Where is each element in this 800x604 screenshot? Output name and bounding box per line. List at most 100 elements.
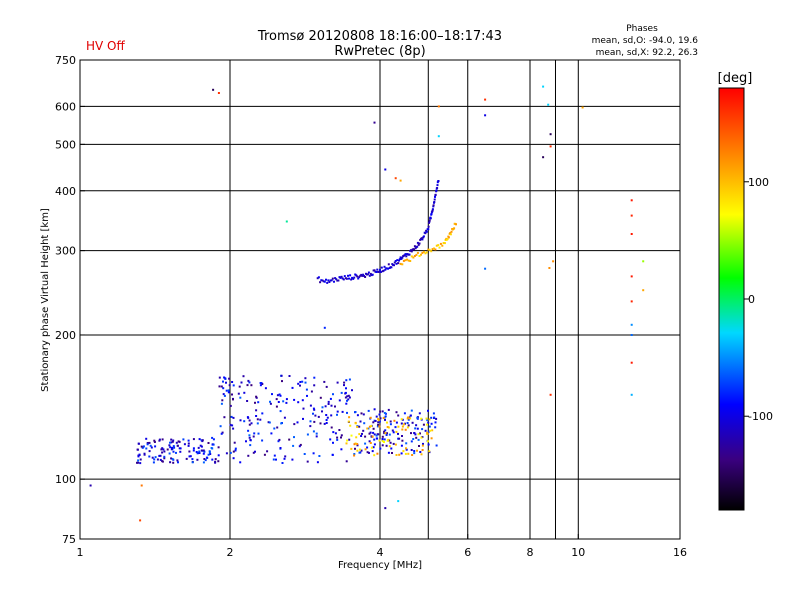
data-point bbox=[345, 442, 348, 445]
data-point bbox=[429, 429, 432, 432]
data-point bbox=[139, 462, 142, 465]
data-point bbox=[353, 276, 356, 279]
data-point bbox=[358, 451, 361, 454]
data-point bbox=[403, 254, 406, 257]
data-point bbox=[371, 273, 374, 276]
data-point bbox=[397, 262, 400, 265]
data-point bbox=[373, 443, 376, 446]
data-point bbox=[405, 448, 408, 451]
data-point bbox=[340, 436, 342, 439]
data-point bbox=[411, 421, 414, 424]
data-point bbox=[140, 445, 143, 448]
data-point bbox=[429, 217, 432, 220]
data-point bbox=[428, 450, 431, 453]
data-point bbox=[198, 438, 201, 441]
data-point bbox=[228, 384, 231, 387]
data-point bbox=[200, 439, 203, 442]
data-point bbox=[340, 391, 343, 394]
data-point bbox=[366, 273, 369, 276]
data-point bbox=[234, 447, 237, 450]
data-point bbox=[211, 447, 214, 450]
hv-status: HV Off bbox=[86, 39, 125, 53]
data-point bbox=[384, 418, 386, 421]
data-point bbox=[271, 393, 273, 396]
data-point bbox=[229, 423, 232, 426]
data-point bbox=[309, 404, 312, 407]
data-point bbox=[285, 398, 288, 401]
data-point bbox=[416, 251, 419, 254]
data-point bbox=[222, 380, 224, 383]
data-point bbox=[214, 461, 217, 464]
data-point bbox=[434, 426, 437, 429]
data-point bbox=[332, 431, 335, 434]
data-point bbox=[389, 441, 392, 444]
data-point bbox=[433, 201, 436, 203]
data-point bbox=[630, 199, 633, 202]
colorbar-tick-label: 100 bbox=[748, 176, 769, 189]
data-point bbox=[399, 256, 402, 259]
data-point bbox=[391, 452, 393, 454]
data-point bbox=[428, 220, 431, 223]
data-point bbox=[353, 453, 356, 455]
data-point bbox=[345, 460, 348, 463]
data-point bbox=[313, 384, 316, 387]
data-point bbox=[363, 422, 366, 425]
data-point bbox=[420, 253, 422, 256]
data-point bbox=[412, 438, 415, 440]
data-point bbox=[245, 440, 247, 443]
data-point bbox=[395, 262, 398, 265]
data-point bbox=[368, 425, 371, 428]
data-point bbox=[348, 277, 350, 280]
data-point bbox=[345, 379, 348, 382]
data-point bbox=[323, 326, 326, 329]
data-point bbox=[232, 398, 234, 401]
data-point bbox=[232, 416, 235, 419]
data-point bbox=[368, 274, 371, 277]
data-point bbox=[240, 381, 243, 384]
data-point bbox=[425, 251, 428, 254]
data-point bbox=[391, 429, 394, 432]
data-point bbox=[399, 179, 402, 182]
data-point bbox=[435, 244, 438, 247]
data-point bbox=[248, 419, 251, 422]
data-point bbox=[198, 450, 201, 453]
data-point bbox=[325, 278, 327, 281]
data-point bbox=[346, 395, 349, 398]
data-point bbox=[393, 261, 396, 264]
data-point bbox=[431, 208, 434, 211]
colorbar-ticks: 100 0 -100 bbox=[744, 176, 773, 423]
data-point bbox=[343, 384, 345, 387]
data-point bbox=[422, 423, 425, 426]
data-point bbox=[384, 429, 387, 432]
data-point bbox=[435, 444, 438, 447]
data-point bbox=[154, 456, 157, 459]
data-point bbox=[344, 396, 347, 399]
data-point bbox=[309, 425, 312, 428]
data-point bbox=[254, 401, 256, 404]
data-point bbox=[222, 393, 225, 396]
data-point bbox=[161, 438, 164, 441]
data-point bbox=[390, 447, 393, 450]
data-point bbox=[277, 401, 280, 403]
data-point bbox=[207, 442, 210, 444]
y-axis-label: Stationary phase Virtual Height [km] bbox=[40, 208, 51, 392]
data-point bbox=[442, 242, 445, 244]
data-point bbox=[356, 414, 359, 417]
data-point bbox=[386, 432, 388, 435]
data-point bbox=[264, 387, 267, 390]
data-point bbox=[373, 454, 376, 457]
data-point bbox=[356, 443, 359, 446]
data-point bbox=[369, 442, 372, 444]
data-point bbox=[232, 450, 235, 453]
data-point bbox=[406, 258, 409, 261]
data-point bbox=[169, 446, 172, 449]
data-point bbox=[339, 276, 342, 279]
colorbar-label: [deg] bbox=[718, 71, 753, 86]
data-point bbox=[326, 416, 329, 419]
data-point bbox=[259, 382, 262, 384]
data-point bbox=[136, 448, 139, 451]
y-tick-label: 600 bbox=[55, 100, 76, 113]
data-point bbox=[168, 444, 171, 447]
data-point bbox=[384, 415, 387, 418]
data-point bbox=[383, 438, 386, 441]
